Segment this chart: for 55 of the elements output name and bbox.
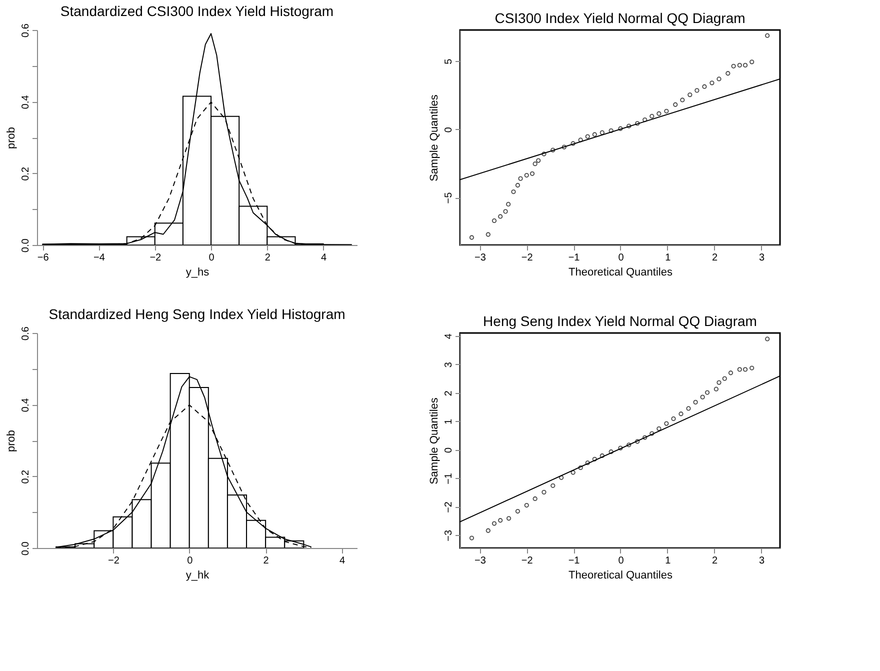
x-tick-label: 4 [339,556,346,566]
y-tick-label: 1 [444,418,454,425]
x-tick-label: −2 [150,252,162,264]
x-tick-label: −4 [94,252,106,264]
x-tick-label: −2 [108,556,120,566]
y-tick-label: 0.4 [20,398,32,412]
chart-title: Standardized Heng Seng Index Yield Histogram [48,306,346,322]
y-tick-label: 0.2 [20,469,32,484]
y-tick-label: 0.2 [20,166,32,181]
x-axis-title: Theoretical Quantiles [568,570,673,582]
x-tick-label: −6 [37,252,50,264]
x-tick-label: −2 [521,252,534,264]
x-tick-label: −1 [568,252,580,264]
x-tick-label: 2 [712,252,718,264]
x-tick-label: 0 [618,556,624,566]
y-tick-label: 0 [444,126,454,133]
x-axis-title: y_hk [186,570,210,582]
y-tick-label: −1 [444,472,454,484]
y-tick-label: 5 [444,58,454,64]
x-axis-title: y_hs [186,266,210,278]
x-tick-label: 3 [758,252,765,264]
x-tick-label: 2 [712,556,718,566]
x-tick-label: 2 [263,556,270,566]
y-tick-label: 3 [444,362,454,368]
y-tick-label: −2 [444,501,454,513]
y-axis-title: prob [6,126,18,150]
y-axis-title: Sample Quantiles [428,397,440,484]
chart-title: Standardized CSI300 Index Yield Histogram [60,3,334,20]
y-tick-label: −5 [444,192,454,204]
y-tick-label: 0.6 [20,23,32,38]
x-tick-label: 0 [187,556,194,566]
y-tick-label: 2 [444,390,454,396]
y-tick-label: 0.0 [20,541,32,556]
y-tick-label: 0.6 [20,326,32,340]
y-axis-title: prob [6,430,18,452]
x-tick-label: 1 [665,556,672,566]
y-tick-label: −3 [444,530,454,542]
x-tick-label: 0 [618,252,624,264]
x-tick-label: 3 [758,556,765,566]
y-axis-title: Sample Quantiles [428,94,440,182]
x-tick-label: −2 [521,556,534,566]
x-tick-label: −1 [568,556,580,566]
y-tick-label: 0.4 [20,94,32,110]
x-tick-label: −3 [474,556,486,566]
y-tick-label: 4 [444,333,454,340]
y-tick-label: 0.0 [20,238,32,252]
x-tick-label: 1 [665,252,672,264]
chart-title: Heng Seng Index Yield Normal QQ Diagram [483,313,757,329]
chart-title: CSI300 Index Yield Normal QQ Diagram [494,10,746,26]
x-tick-label: 2 [264,252,271,264]
x-tick-label: −3 [474,252,486,264]
x-axis-title: Theoretical Quantiles [568,266,673,278]
x-tick-label: 0 [208,252,215,264]
x-tick-label: 4 [321,252,328,264]
y-tick-label: 0 [444,447,454,454]
